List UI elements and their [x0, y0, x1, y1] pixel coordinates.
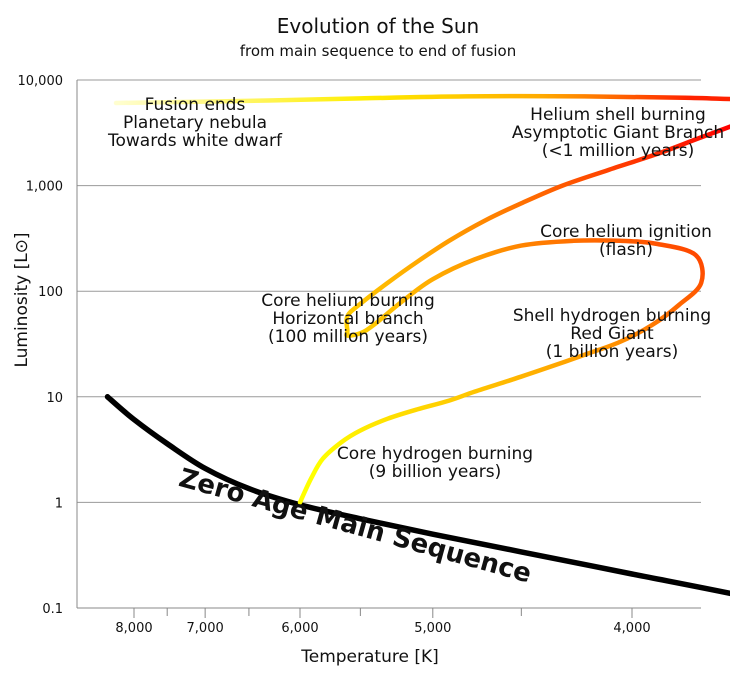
zams-line	[104, 394, 730, 597]
annotation-line: (<1 million years)	[542, 141, 695, 161]
x-tick-label: 8,000	[115, 621, 152, 636]
x-tick-labels: 8,000 7,000 6,000 5,000 4,000	[115, 621, 650, 636]
chart-title: Evolution of the Sun	[277, 14, 479, 38]
y-tick-label: 100	[38, 285, 63, 300]
y-tick-label: 0.1	[42, 602, 63, 617]
annotation-red-giant: Shell hydrogen burning Red Giant (1 billio…	[513, 306, 711, 362]
annotation-line: Shell hydrogen burning	[513, 306, 711, 326]
annotation-line: Towards white dwarf	[107, 131, 283, 151]
annotation-line: Helium shell burning	[530, 105, 706, 125]
y-tick-label: 1	[55, 496, 63, 511]
axes	[76, 80, 701, 618]
annotation-line: (9 billion years)	[369, 462, 502, 482]
annotation-line: Fusion ends	[145, 95, 246, 115]
annotations: Fusion ends Planetary nebula Towards white…	[107, 95, 724, 482]
annotation-main-sequence: Core hydrogen burning (9 billion years)	[337, 444, 533, 482]
annotation-agb: Helium shell burning Asymptotic Giant Bra…	[512, 105, 724, 161]
x-axis-label: Temperature [K]	[300, 647, 439, 667]
chart-subtitle: from main sequence to end of fusion	[240, 42, 517, 60]
x-tick-label: 4,000	[613, 621, 650, 636]
annotation-line: (1 billion years)	[546, 342, 679, 362]
annotation-fusion-ends: Fusion ends Planetary nebula Towards white…	[107, 95, 283, 151]
zams-label: Zero Age Main Sequence	[176, 463, 535, 589]
x-tick-label: 7,000	[187, 621, 224, 636]
y-tick-label: 10,000	[18, 74, 64, 89]
sun-track-line	[297, 124, 730, 505]
annotation-line: Core helium ignition	[540, 222, 712, 242]
annotation-line: (flash)	[599, 240, 653, 260]
annotation-line: Red Giant	[570, 324, 654, 344]
series	[104, 93, 730, 597]
annotation-horizontal-branch: Core helium burning Horizontal branch (100…	[261, 291, 435, 347]
annotation-line: Core helium burning	[261, 291, 435, 311]
annotation-line: Horizontal branch	[272, 309, 423, 329]
annotation-line: Core hydrogen burning	[337, 444, 533, 464]
y-axis-label: Luminosity [L⊙]	[12, 232, 32, 367]
x-tick-label: 6,000	[281, 621, 318, 636]
y-tick-labels: 0.1 1 10 100 1,000 10,000	[18, 74, 64, 617]
annotation-helium-flash: Core helium ignition (flash)	[540, 222, 712, 260]
annotation-line: Planetary nebula	[123, 113, 267, 133]
annotation-line: (100 million years)	[268, 327, 428, 347]
y-tick-label: 1,000	[26, 180, 63, 195]
annotation-line: Asymptotic Giant Branch	[512, 123, 724, 143]
x-tick-label: 5,000	[414, 621, 451, 636]
sun-track-fusion-end-line	[113, 93, 730, 106]
y-tick-label: 10	[46, 391, 63, 406]
